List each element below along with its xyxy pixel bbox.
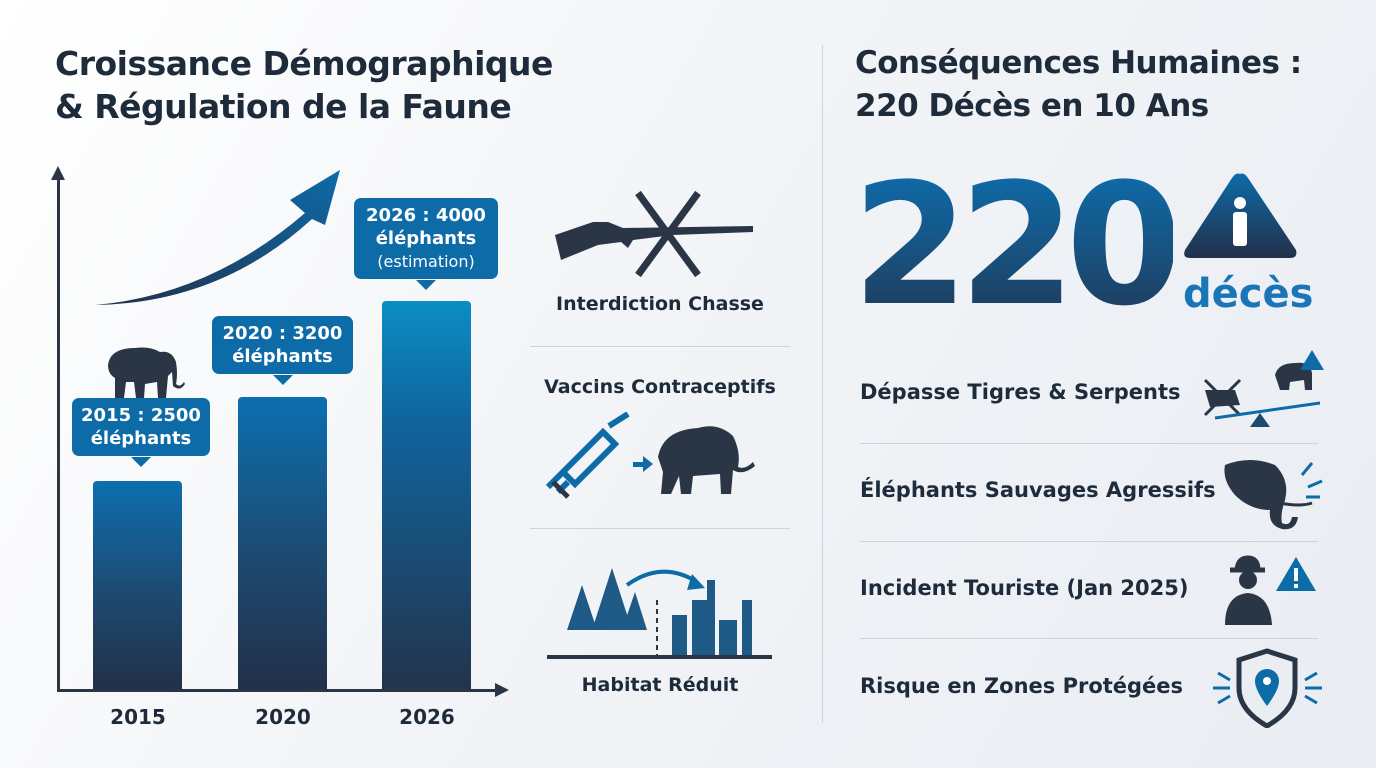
consequence-label: Éléphants Sauvages Agressifs xyxy=(860,478,1216,502)
forest-to-city-icon xyxy=(547,568,772,659)
tourist-warning-icon xyxy=(1225,555,1316,625)
data-label-2026: 2026 : 4000 éléphants (estimation) xyxy=(354,198,498,290)
consequence-label: Dépasse Tigres & Serpents xyxy=(860,380,1181,404)
big-number: 220 xyxy=(852,147,1183,343)
vertical-divider xyxy=(822,45,823,723)
data-label-2020: 2020 : 3200 éléphants xyxy=(212,316,353,385)
left-title-line1: Croissance Démographique xyxy=(55,44,553,83)
growth-arrow-icon xyxy=(95,170,340,305)
item-label: Habitat Réduit xyxy=(581,674,739,696)
syringe-elephant-icon xyxy=(545,412,755,499)
bar-2026 xyxy=(382,301,471,689)
divider xyxy=(860,443,1318,444)
y-axis xyxy=(57,178,60,692)
shield-location-icon xyxy=(1213,648,1322,728)
consequence-label: Risque en Zones Protégées xyxy=(860,674,1184,698)
divider xyxy=(860,638,1318,639)
bar-2020 xyxy=(238,397,327,689)
divider xyxy=(530,346,790,347)
left-title: Croissance Démographique & Régulation de … xyxy=(55,42,553,128)
right-title-line2: 220 Décès en 10 Ans xyxy=(855,88,1209,124)
scale-tiger-elephant-icon xyxy=(1203,350,1324,427)
bar-2015 xyxy=(93,481,182,689)
item-label: Vaccins Contraceptifs xyxy=(544,376,776,398)
divider xyxy=(860,541,1318,542)
x-tick-label: 2026 xyxy=(399,705,455,729)
x-axis xyxy=(57,689,497,692)
crossed-rifle-icon xyxy=(555,190,753,278)
data-label-2015: 2015 : 2500 éléphants xyxy=(72,398,210,467)
x-tick-label: 2015 xyxy=(110,705,166,729)
angry-elephant-icon xyxy=(1224,460,1323,530)
item-label: Interdiction Chasse xyxy=(556,293,764,315)
left-title-line2: & Régulation de la Faune xyxy=(55,87,512,126)
big-number-unit: décès xyxy=(1183,271,1314,317)
person-warning-icon xyxy=(1184,173,1297,258)
elephant-icon xyxy=(108,347,185,398)
consequence-label: Incident Touriste (Jan 2025) xyxy=(860,576,1189,600)
x-axis-arrow-icon xyxy=(495,683,509,697)
y-axis-arrow-icon xyxy=(51,166,65,180)
x-tick-label: 2020 xyxy=(255,705,311,729)
right-title-line1: Conséquences Humaines : xyxy=(855,45,1302,81)
right-title: Conséquences Humaines : 220 Décès en 10 A… xyxy=(855,42,1302,128)
divider xyxy=(530,528,790,529)
